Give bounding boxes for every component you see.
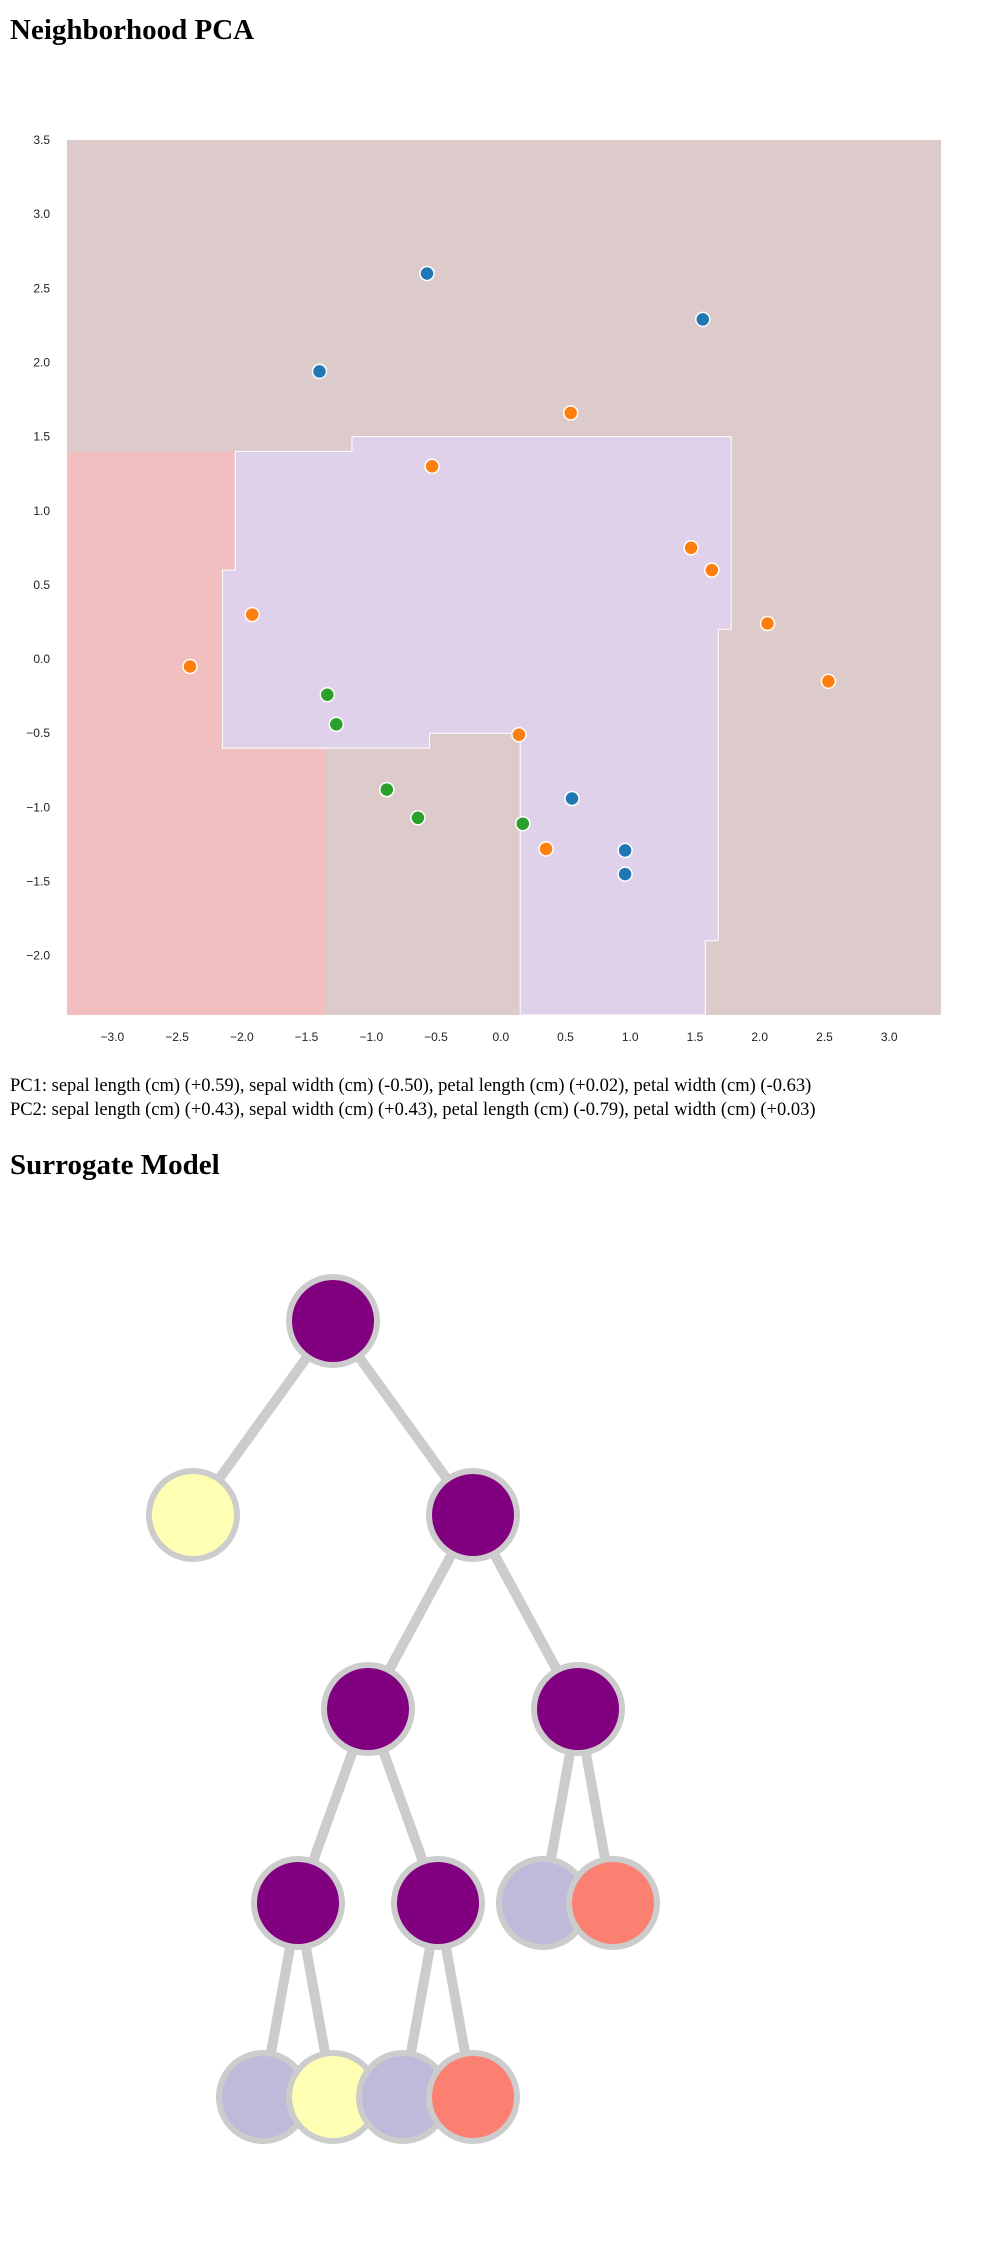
point-blue: [564, 790, 580, 807]
x-tick-label: 2.5: [816, 1030, 833, 1044]
x-tick-label: −0.5: [424, 1030, 448, 1044]
point-blue: [617, 842, 633, 859]
point-green: [410, 810, 426, 826]
point-green: [379, 781, 395, 798]
y-tick-label: 3.0: [33, 207, 50, 221]
x-tick-label: 0.0: [492, 1030, 509, 1044]
point-orange: [683, 540, 699, 556]
point-orange: [820, 673, 837, 690]
surrogate-section-title: Surrogate Model: [10, 1149, 220, 1181]
tree-split-node: [292, 1280, 374, 1362]
pc1-description: PC1: sepal length (cm) (+0.59), sepal wi…: [10, 1076, 812, 1096]
y-tick-label: −1.5: [26, 875, 50, 889]
y-tick-label: 0.0: [33, 652, 50, 666]
decision-regions: [67, 140, 941, 1016]
y-tick-label: 2.5: [33, 281, 50, 295]
tree-nodes: [146, 1274, 660, 2144]
x-tick-label: 0.5: [557, 1030, 574, 1044]
point-green: [328, 716, 345, 733]
point-orange: [538, 841, 554, 857]
point-blue: [695, 311, 711, 328]
x-tick-label: −1.5: [295, 1030, 319, 1044]
point-orange: [424, 458, 440, 475]
y-tick-label: −0.5: [26, 726, 50, 740]
region-purple: [221, 436, 732, 1016]
x-tick-label: 1.5: [687, 1030, 704, 1044]
scatter-points: [182, 265, 837, 882]
point-blue: [617, 866, 633, 882]
x-tick-label: −1.0: [359, 1030, 383, 1044]
y-tick-label: −1.0: [26, 800, 50, 814]
tree-split-node: [432, 1474, 514, 1556]
tree-leaf-node-yellow: [152, 1474, 234, 1556]
point-orange: [704, 562, 720, 578]
point-orange: [511, 726, 527, 743]
y-tick-label: 1.0: [33, 504, 50, 518]
point-green: [515, 815, 531, 832]
point-blue: [419, 265, 435, 282]
point-orange: [182, 658, 198, 675]
tree-leaf-node-lavender: [222, 2056, 304, 2138]
x-tick-label: 3.0: [881, 1030, 898, 1044]
tree-split-node: [257, 1862, 339, 1944]
tree-leaf-node-lavender: [362, 2056, 444, 2138]
tree-split-node: [327, 1668, 409, 1750]
y-axis: 3.5 3.0 2.5 2.0 1.5 1.0 0.5 0.0 −0.5 −1.0 −1.5 −2.0: [26, 133, 50, 963]
x-axis: −3.0 −2.5 −2.0 −1.5 −1.0 −0.5 0.0 0.5 1.0 1.5 2.0 2…: [100, 1030, 897, 1044]
x-tick-label: 1.0: [622, 1030, 639, 1044]
pc2-description: PC2: sepal length (cm) (+0.43), sepal wi…: [10, 1100, 816, 1120]
x-tick-label: 2.0: [751, 1030, 768, 1044]
y-tick-label: 2.0: [33, 356, 50, 370]
x-tick-label: −2.5: [165, 1030, 189, 1044]
point-blue: [311, 363, 328, 380]
y-tick-label: 3.5: [33, 133, 50, 147]
tree-leaf-node-yellow: [292, 2056, 374, 2138]
surrogate-decision-tree: [146, 1274, 660, 2144]
tree-split-node: [537, 1668, 619, 1750]
point-orange: [244, 606, 260, 623]
point-orange: [759, 615, 776, 632]
point-orange: [562, 405, 579, 421]
y-tick-label: 1.5: [33, 430, 50, 444]
pca-scatter-chart: −3.0 −2.5 −2.0 −1.5 −1.0 −0.5 0.0 0.5 1.0 1.5 2.0 2…: [26, 133, 941, 1044]
x-tick-label: −2.0: [230, 1030, 254, 1044]
tree-split-node: [397, 1862, 479, 1944]
pca-section-title: Neighborhood PCA: [10, 14, 255, 46]
tree-leaf-node-lavender: [502, 1862, 584, 1944]
y-tick-label: −2.0: [26, 949, 50, 963]
tree-leaf-node-salmon: [572, 1862, 654, 1944]
y-tick-label: 0.5: [33, 578, 50, 592]
point-green: [319, 686, 336, 703]
x-tick-label: −3.0: [100, 1030, 124, 1044]
tree-leaf-node-salmon: [432, 2056, 514, 2138]
